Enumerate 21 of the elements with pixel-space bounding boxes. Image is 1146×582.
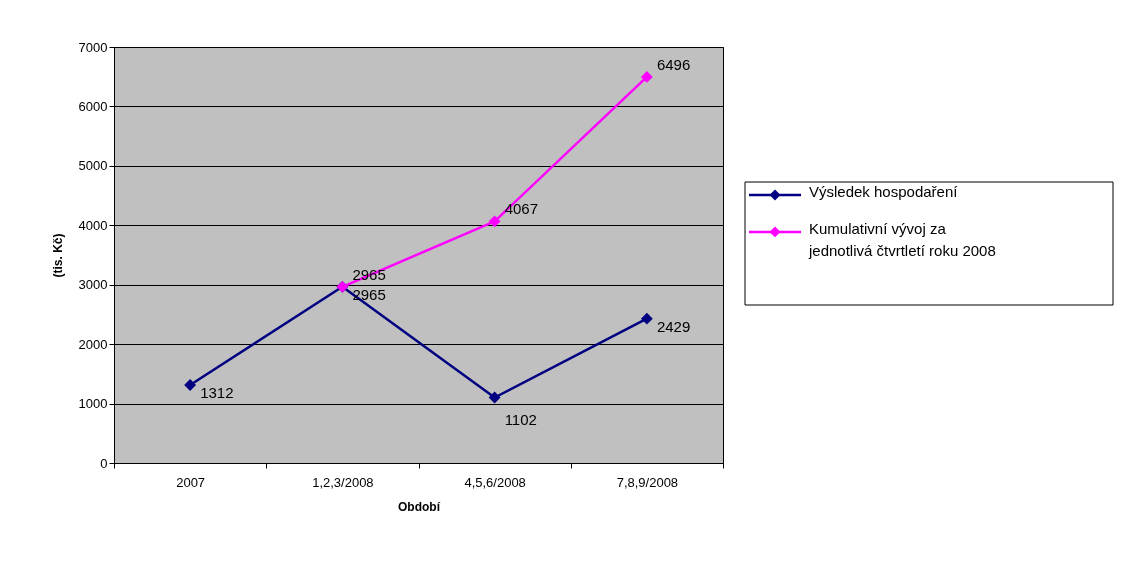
y-tick-label: 6000 <box>78 98 108 114</box>
y-tick-label: 2000 <box>78 336 108 352</box>
x-tick-label: 7,8,9/2008 <box>616 474 679 490</box>
y-tick-label: 5000 <box>78 158 108 174</box>
y-axis-title: (tis. Kč) <box>50 233 65 278</box>
data-label: 2965 <box>352 285 386 303</box>
x-tick-label: 4,5,6/2008 <box>464 474 526 490</box>
legend-label: Výsledek hospodaření <box>809 182 959 200</box>
legend-label: Kumulativní vývoj za jednotlivá čtvrtletí roku 2008 <box>808 219 996 259</box>
y-tick-label: 0 <box>100 455 108 471</box>
x-tick-label: 2007 <box>176 474 206 490</box>
y-tick-label: 3000 <box>78 277 108 293</box>
data-label: 2429 <box>656 317 691 335</box>
data-label: 6496 <box>656 55 691 73</box>
y-tick-label: 7000 <box>78 39 108 55</box>
x-axis-title: Období <box>398 499 441 514</box>
data-label: 1312 <box>200 384 234 402</box>
y-tick-label: 4000 <box>78 217 108 233</box>
data-label: 1102 <box>504 410 537 428</box>
y-tick-label: 1000 <box>78 396 108 412</box>
x-tick-label: 1,2,3/2008 <box>312 474 374 490</box>
